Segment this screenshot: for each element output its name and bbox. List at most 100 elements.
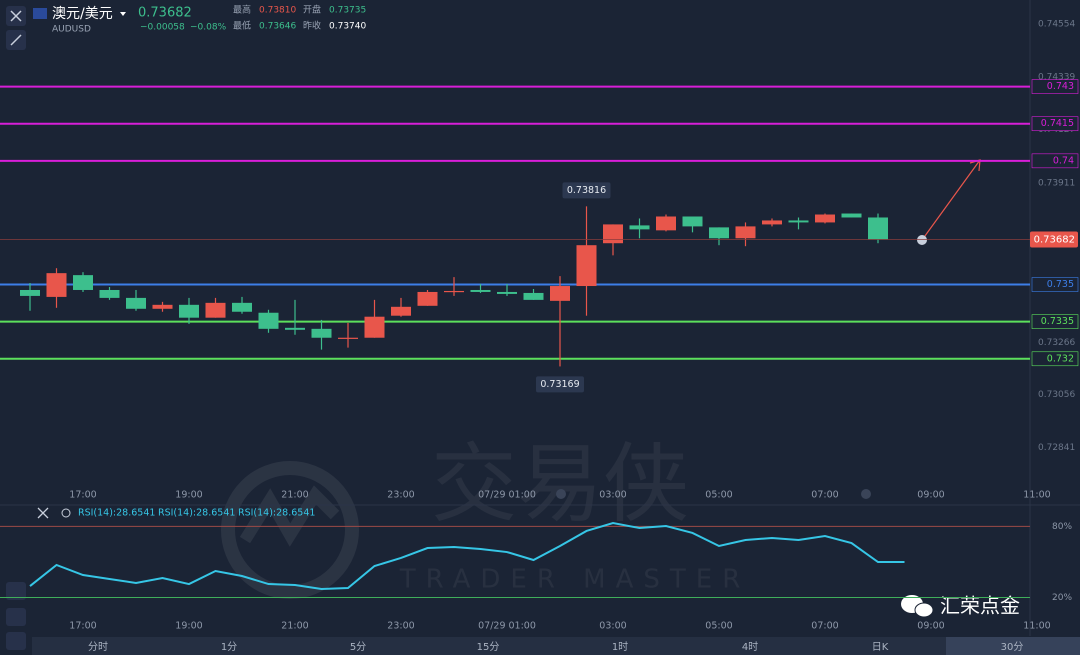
settings-icon[interactable] [61,508,71,518]
candle-body [629,225,650,230]
active-tab-bg [946,637,1080,655]
level-label: 0.732 [1047,353,1074,364]
stat-label: 开盘 [303,4,321,16]
y-tick-label: 0.73266 [1038,338,1075,348]
info-icon[interactable] [917,235,927,245]
x-tick-label: 23:00 [387,490,414,501]
indicator-label: RSI(14):28.6541 [78,508,155,519]
candle-body [868,217,888,240]
candle-body [444,290,464,293]
level-label: 0.7415 [1041,118,1074,129]
level-label-bg [1031,79,1079,94]
x-tick-label: 07:00 [811,490,838,501]
level-label: 0.7335 [1041,316,1074,327]
timeframe-tab[interactable]: 30分 [1001,641,1024,653]
candle-body [788,220,809,223]
marker-dot [861,489,871,499]
candle-body [179,304,199,318]
dropdown-icon[interactable] [120,12,126,16]
candle-body [311,328,332,338]
timeframe-tab[interactable]: 日K [872,642,889,653]
candle-body [576,245,597,287]
candle-body [46,273,67,297]
x-tick-label: 17:00 [69,621,96,632]
watermark-sub: TRADER MASTER [399,565,751,595]
candle-body [841,213,862,218]
x-tick-label: 11:00 [1023,621,1050,632]
candle-body [232,302,252,312]
y-tick-label: 20% [1052,593,1072,603]
y-tick-label: 0.74554 [1038,19,1075,29]
candle-body [285,327,305,330]
stat-value: 0.73810 [259,6,296,16]
close-indicator[interactable] [37,507,49,519]
x-tick-label: 19:00 [175,490,202,501]
candle-body [152,304,173,309]
candle-body [550,286,570,301]
extreme-label: 0.73816 [567,185,606,196]
stats: 最高 0.73810 开盘 0.73735 最低 0.73646 昨收 0.73740 [233,4,366,32]
level-label: 0.735 [1047,279,1074,290]
candle-body [99,289,120,298]
x-tick-label: 05:00 [705,621,732,632]
timeframe-tab[interactable]: 4时 [742,641,758,653]
timeframe-tab[interactable]: 分时 [88,641,108,653]
stat-label: 最高 [233,4,251,16]
watermark-text: 交易侠 [431,434,689,534]
x-tick-label: 19:00 [175,621,202,632]
candle-body [470,289,491,292]
y-tick-label: 0.73056 [1038,390,1075,400]
last-price: 0.73682 [138,6,192,21]
timeframe-tab[interactable]: 5分 [350,641,366,653]
last-price-bg [1030,231,1078,248]
level-label-bg [1031,314,1079,329]
level-label-bg [1031,277,1079,292]
x-tick-label: 07/29 01:00 [478,621,536,632]
candle-body [656,216,676,231]
change-pct: −0.08% [190,23,227,33]
extreme-label: 0.73169 [540,379,579,390]
level-label-bg [1031,153,1079,169]
candle-body [735,226,756,239]
x-tick-label: 05:00 [705,490,732,501]
extreme-label-bg [562,182,611,199]
candle-body [205,302,226,318]
timeframe-tab[interactable]: 15分 [477,641,500,653]
x-tick-label: 03:00 [599,490,626,501]
symbol[interactable]: 澳元/美元 [52,6,113,22]
candle-body [709,227,729,239]
indicator-label: RSI(14):28.6541 [238,508,315,519]
y-tick-label: 0.72841 [1038,443,1075,453]
toolbar[interactable] [6,6,26,650]
candle-body [258,312,279,329]
candle-body [497,291,517,294]
candle-body [364,316,385,338]
x-tick-label: 21:00 [281,490,308,501]
candle-body [417,291,438,306]
stat-value: 0.73735 [329,6,366,16]
x-tick-label: 17:00 [69,490,96,501]
y-tick-label: 0.74339 [1038,72,1075,82]
x-tick-label: 03:00 [599,621,626,632]
x-tick-label: 09:00 [917,621,944,632]
stat-value: 0.73740 [329,22,366,32]
candle-body [391,306,411,316]
watermark [221,461,359,599]
stat-label: 最低 [233,20,251,32]
x-tick-label: 21:00 [281,621,308,632]
candle-body [603,224,623,244]
candle-body [762,220,782,225]
level-label: 0.74 [1053,155,1074,166]
candle-body [126,297,146,309]
marker-dot [556,489,566,499]
wechat-icon [914,602,934,618]
last-price-label: 0.73682 [1034,235,1075,246]
y-tick-label: 0.73911 [1038,178,1075,188]
x-tick-label: 23:00 [387,621,414,632]
candle-body [682,216,703,227]
timeframe-tab[interactable]: 1时 [612,641,628,653]
candle-body [73,275,93,290]
timeframe-tab[interactable]: 1分 [221,641,237,653]
